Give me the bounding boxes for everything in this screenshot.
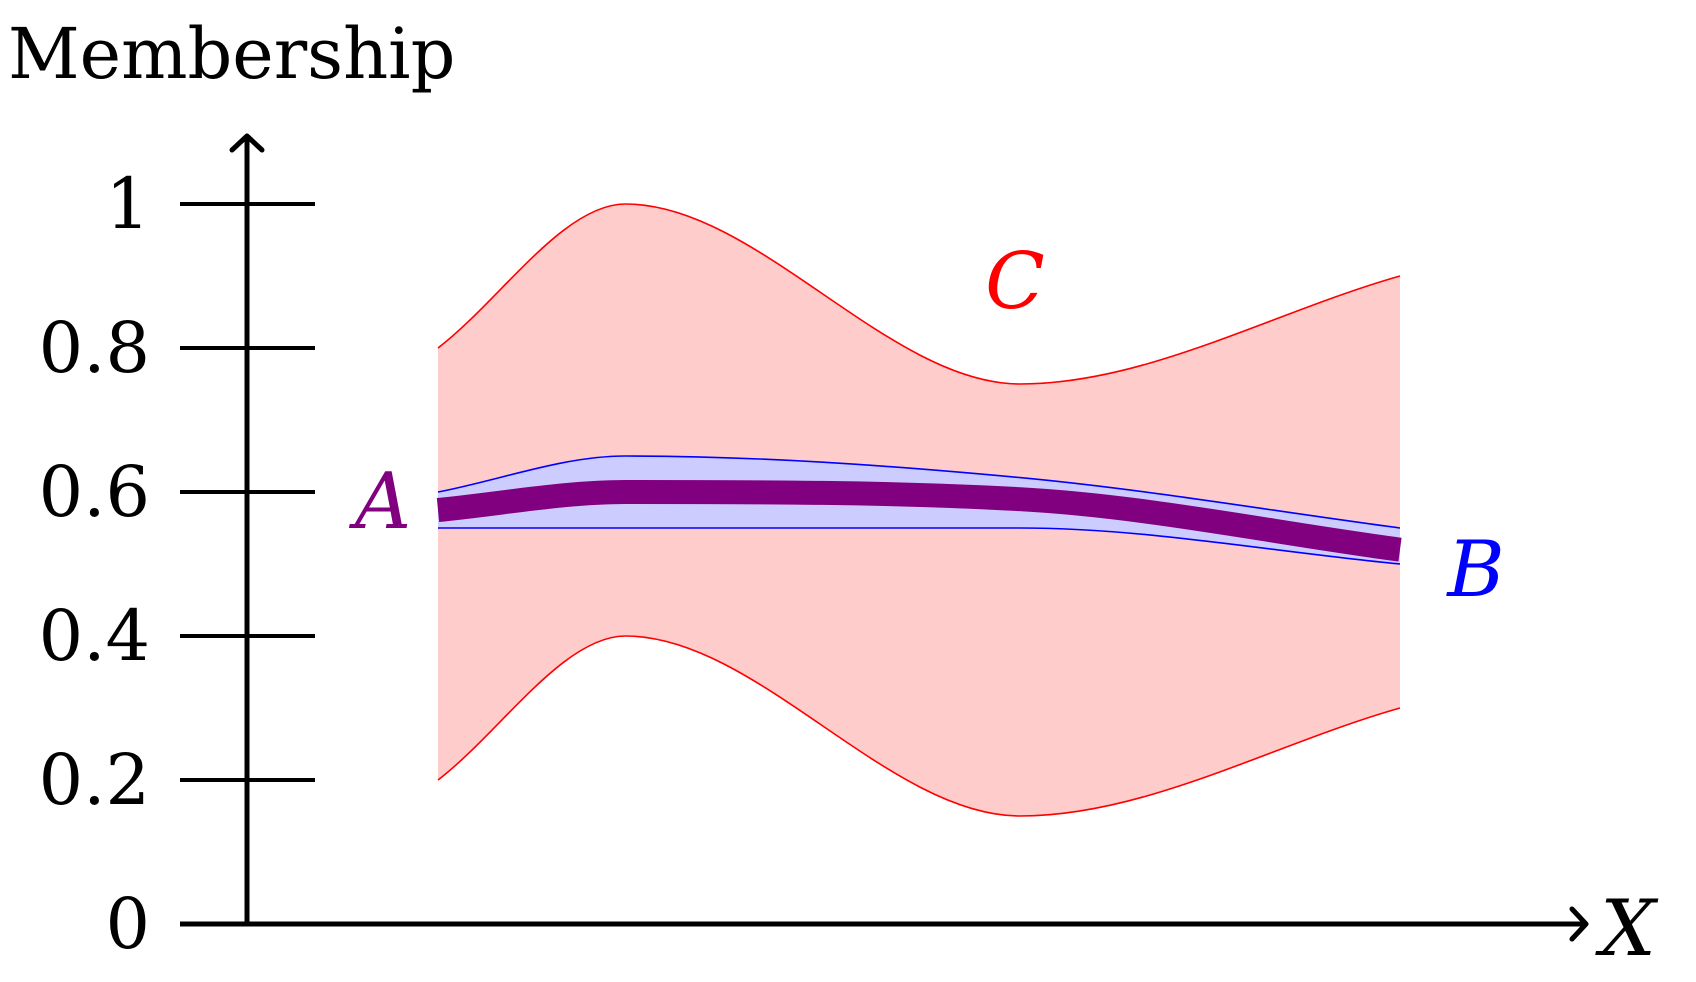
band-lower-b: [438, 527, 1401, 565]
series-a: [436, 479, 1402, 562]
axes: 0 0.2 0.4 0.6 0.8 1: [39, 133, 1589, 965]
series-label-c: C: [985, 237, 1045, 327]
y-tick-label: 0.2: [39, 739, 150, 821]
series-label-b: B: [1445, 525, 1504, 615]
y-axis-title: Membership: [8, 13, 455, 95]
y-tick-label: 0.6: [39, 451, 150, 533]
x-axis-title: X: [1594, 884, 1659, 974]
series-layer: [436, 203, 1402, 817]
y-axis-arrowhead: [229, 133, 265, 153]
y-tick-label: 0: [105, 883, 150, 965]
y-tick-label: 0.8: [39, 307, 150, 389]
line-a: [436, 479, 1402, 562]
series-label-a: A: [349, 457, 411, 547]
band-lower-c: [437, 635, 1401, 817]
y-tick-label: 1: [105, 163, 150, 245]
band-upper-c: [437, 203, 1401, 385]
series-labels: C B A: [349, 237, 1505, 615]
x-axis-arrowhead: [1569, 906, 1589, 942]
y-tick-label: 0.4: [39, 595, 150, 677]
band-upper-b: [437, 455, 1401, 529]
y-ticks: 0 0.2 0.4 0.6 0.8 1: [39, 163, 315, 965]
